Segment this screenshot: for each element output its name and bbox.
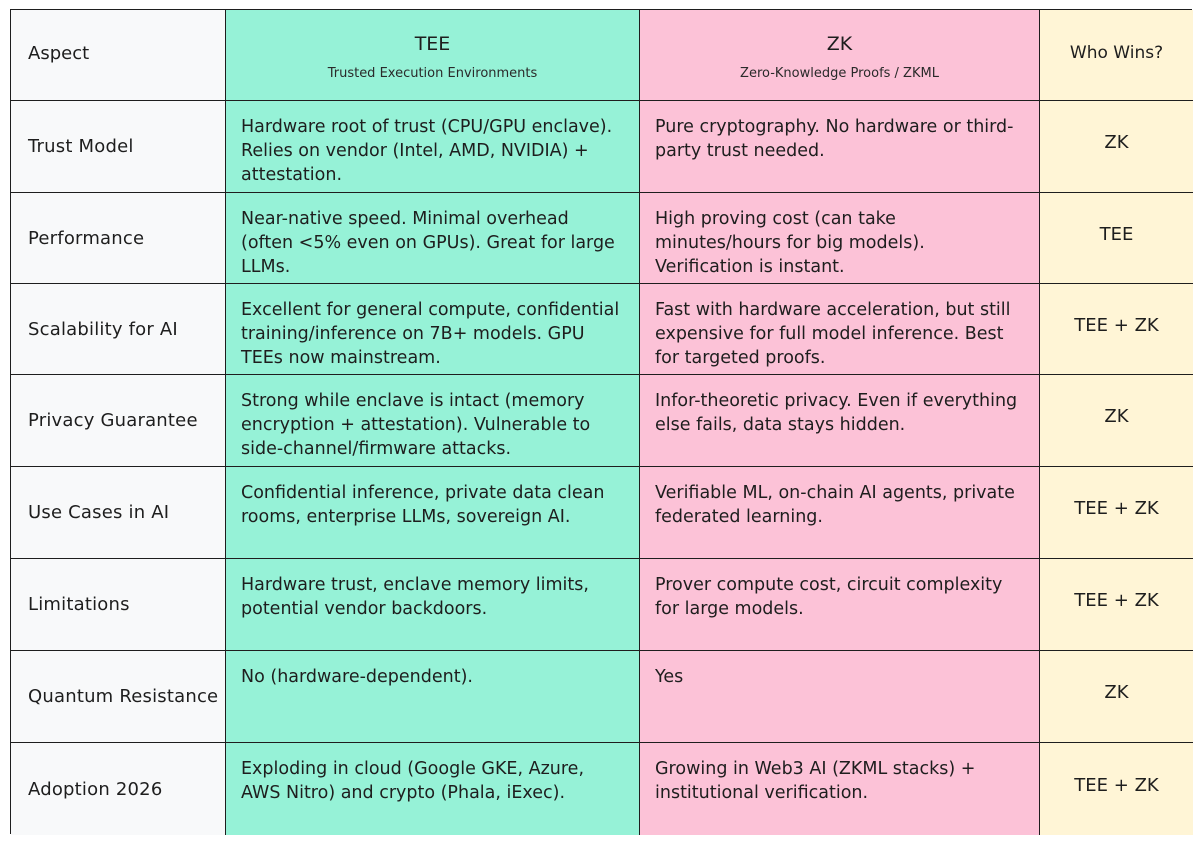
winner-text: TEE + ZK xyxy=(1074,498,1159,519)
zk-text: Infor-theoretic privacy. Even if everyth… xyxy=(655,391,1018,435)
zk-text: Yes xyxy=(655,667,684,687)
row-winner-limitations: TEE + ZK xyxy=(1040,559,1193,651)
aspect-label: Limitations xyxy=(28,594,130,615)
aspect-label: Performance xyxy=(28,227,145,249)
aspect-label: Trust Model xyxy=(28,136,134,157)
row-tee-privacy: Strong while enclave is intact (memory e… xyxy=(226,375,640,467)
zk-text: Fast with hardware acceleration, but sti… xyxy=(655,300,1011,368)
row-tee-adoption: Exploding in cloud (Google GKE, Azure, A… xyxy=(226,743,640,835)
header-zk-title: ZK xyxy=(826,33,853,55)
header-tee-subtitle: Trusted Execution Environments xyxy=(327,66,538,81)
row-aspect-use-cases: Use Cases in AI xyxy=(11,467,226,559)
header-winner-label: Who Wins? xyxy=(1069,43,1164,63)
row-zk-adoption: Growing in Web3 AI (ZKML stacks) + insti… xyxy=(640,743,1040,835)
row-winner-scalability: TEE + ZK xyxy=(1040,284,1193,375)
header-aspect-label: Aspect xyxy=(28,42,90,64)
row-tee-scalability: Excellent for general compute, confident… xyxy=(226,284,640,375)
row-aspect-adoption: Adoption 2026 xyxy=(11,743,226,835)
row-tee-performance: Near-native speed. Minimal overhead (oft… xyxy=(226,193,640,284)
row-tee-use-cases: Confidential inference, private data cle… xyxy=(226,467,640,559)
winner-text: TEE + ZK xyxy=(1074,590,1159,611)
aspect-label: Privacy Guarantee xyxy=(28,410,198,431)
row-zk-scalability: Fast with hardware acceleration, but sti… xyxy=(640,284,1040,375)
winner-text: TEE + ZK xyxy=(1074,314,1159,336)
winner-text: TEE xyxy=(1099,223,1134,245)
winner-text: ZK xyxy=(1104,682,1129,703)
header-tee: TEE Trusted Execution Environments xyxy=(226,10,640,101)
row-winner-quantum: ZK xyxy=(1040,651,1193,743)
row-zk-limitations: Prover compute cost, circuit complexity … xyxy=(640,559,1040,651)
row-tee-limitations: Hardware trust, enclave memory limits, p… xyxy=(226,559,640,651)
row-aspect-limitations: Limitations xyxy=(11,559,226,651)
row-aspect-scalability: Scalability for AI xyxy=(11,284,226,375)
tee-text: Excellent for general compute, confident… xyxy=(241,300,620,368)
aspect-label: Quantum Resistance xyxy=(28,686,219,707)
aspect-label: Scalability for AI xyxy=(28,318,178,340)
row-zk-performance: High proving cost (can take minutes/hour… xyxy=(640,193,1040,284)
row-winner-privacy: ZK xyxy=(1040,375,1193,467)
winner-text: ZK xyxy=(1104,406,1129,427)
zk-text: Growing in Web3 AI (ZKML stacks) + insti… xyxy=(655,759,976,803)
row-winner-trust-model: ZK xyxy=(1040,101,1193,193)
comparison-table: Aspect TEE Trusted Execution Environment… xyxy=(10,9,1193,835)
header-zk: ZK Zero-Knowledge Proofs / ZKML xyxy=(640,10,1040,101)
row-zk-trust-model: Pure cryptography. No hardware or third-… xyxy=(640,101,1040,193)
row-zk-quantum: Yes xyxy=(640,651,1040,743)
aspect-label: Use Cases in AI xyxy=(28,502,170,523)
tee-text: Hardware trust, enclave memory limits, p… xyxy=(241,575,589,619)
winner-text: ZK xyxy=(1104,132,1129,153)
row-zk-privacy: Infor-theoretic privacy. Even if everyth… xyxy=(640,375,1040,467)
header-aspect: Aspect xyxy=(11,10,226,101)
row-winner-performance: TEE xyxy=(1040,193,1193,284)
row-winner-adoption: TEE + ZK xyxy=(1040,743,1193,835)
tee-text: Hardware root of trust (CPU/GPU enclave)… xyxy=(241,117,613,185)
row-zk-use-cases: Verifiable ML, on-chain AI agents, priva… xyxy=(640,467,1040,559)
zk-text: Prover compute cost, circuit complexity … xyxy=(655,575,1003,619)
comparison-grid: Aspect TEE Trusted Execution Environment… xyxy=(10,9,1193,835)
header-winner: Who Wins? xyxy=(1040,10,1193,101)
row-aspect-quantum: Quantum Resistance xyxy=(11,651,226,743)
winner-text: TEE + ZK xyxy=(1074,774,1159,796)
zk-text: Verifiable ML, on-chain AI agents, priva… xyxy=(655,483,1015,527)
aspect-label: Adoption 2026 xyxy=(28,778,163,800)
header-zk-subtitle: Zero-Knowledge Proofs / ZKML xyxy=(740,66,939,81)
header-tee-title: TEE xyxy=(414,33,451,55)
tee-text: Exploding in cloud (Google GKE, Azure, A… xyxy=(241,759,585,803)
zk-text: High proving cost (can take minutes/hour… xyxy=(655,209,925,277)
tee-text: No (hardware-dependent). xyxy=(241,667,473,687)
tee-text: Near-native speed. Minimal overhead (oft… xyxy=(241,209,615,277)
tee-text: Strong while enclave is intact (memory e… xyxy=(241,391,591,459)
row-winner-use-cases: TEE + ZK xyxy=(1040,467,1193,559)
row-aspect-performance: Performance xyxy=(11,193,226,284)
zk-text: Pure cryptography. No hardware or third-… xyxy=(655,117,1014,161)
tee-text: Confidential inference, private data cle… xyxy=(241,483,605,527)
row-aspect-trust-model: Trust Model xyxy=(11,101,226,193)
row-tee-trust-model: Hardware root of trust (CPU/GPU enclave)… xyxy=(226,101,640,193)
row-aspect-privacy: Privacy Guarantee xyxy=(11,375,226,467)
row-tee-quantum: No (hardware-dependent). xyxy=(226,651,640,743)
